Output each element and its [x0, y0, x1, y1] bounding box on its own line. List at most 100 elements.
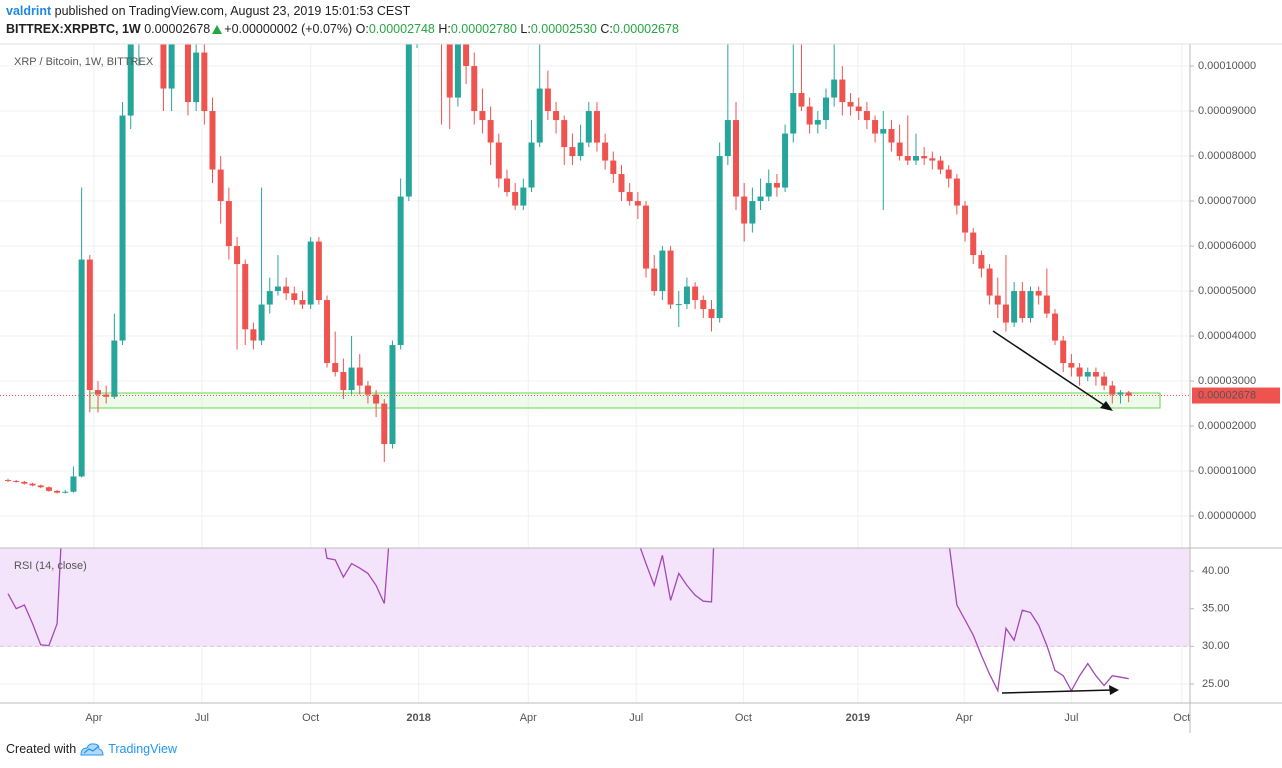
up-triangle [212, 25, 223, 34]
y-tick-label: 0.00010000 [1198, 60, 1256, 72]
candle-body [439, 0, 445, 21]
candle-body [1117, 392, 1124, 395]
candle-body [667, 250, 674, 305]
candle-body [136, 0, 142, 44]
candle-body [700, 300, 707, 310]
candle-body [733, 120, 740, 197]
candle-body [250, 329, 257, 341]
x-tick-label: Oct [735, 712, 752, 724]
candle-body [1101, 376, 1108, 386]
candle-body [896, 142, 903, 157]
candle-body [184, 44, 191, 103]
logo [80, 743, 104, 756]
candle-body [904, 156, 911, 161]
y-tick-label: 0.00004000 [1198, 330, 1256, 342]
candle-body [962, 205, 969, 233]
candle-body [528, 142, 535, 188]
candle-body [70, 476, 77, 492]
candle-body [364, 385, 371, 395]
candle-body [1076, 367, 1083, 377]
candle-body [610, 160, 617, 175]
y-tick-label: 0.00007000 [1198, 195, 1256, 207]
candle-body [454, 44, 461, 98]
candle-body [37, 485, 44, 488]
candle-body [880, 129, 887, 134]
candle-body [13, 480, 20, 482]
candle-body [119, 115, 126, 341]
candle-body [978, 255, 985, 269]
candle-body [258, 304, 265, 341]
candle-body [839, 79, 846, 103]
candle-body [986, 268, 993, 296]
candle-body [62, 491, 69, 493]
candle-body [1060, 340, 1067, 364]
candle-body [103, 394, 110, 397]
x-tick-label: Jul [195, 712, 209, 724]
price-arrow [992, 330, 1108, 408]
candle-body [749, 201, 756, 224]
candle-body [471, 66, 478, 112]
candle-body [168, 44, 175, 89]
candle-body [307, 241, 314, 305]
candle-body [602, 142, 609, 161]
candle-body [970, 232, 977, 256]
change: +0.00000002 (+0.07%) [224, 22, 353, 36]
symbol-line: BITTREX:XRPBTC, 1W 0.00002678 +0.00000002… [6, 22, 679, 36]
candle-body [45, 487, 52, 491]
candle-body [332, 363, 339, 373]
candle-body [1084, 372, 1091, 377]
price-arrowhead [1100, 401, 1113, 411]
candle-body [651, 268, 658, 292]
rsi-arrow [1001, 689, 1113, 694]
candle-body [217, 169, 224, 202]
y-tick-label: 0.00005000 [1198, 285, 1256, 297]
candle-body [585, 111, 592, 143]
candle-body [544, 88, 551, 112]
candle-body [618, 174, 625, 193]
candle-body [1109, 385, 1116, 395]
candle-body [1043, 295, 1050, 314]
y-tick-label: 0.00003000 [1198, 375, 1256, 387]
price-title: XRP / Bitcoin, 1W, BITTREX [14, 56, 154, 68]
y-tick-label: 0.00002000 [1198, 420, 1256, 432]
candle-body [94, 390, 101, 395]
candle-body [855, 106, 862, 112]
author[interactable]: valdrint [6, 4, 52, 18]
candle-body [111, 340, 118, 397]
candle-body [1068, 363, 1075, 368]
rsi-title: RSI (14, close) [14, 560, 87, 572]
candle-body [177, 0, 183, 30]
candle-body [209, 111, 216, 170]
candle-body [127, 44, 134, 116]
y-tick-label: 0.00006000 [1198, 240, 1256, 252]
candle-body [487, 120, 494, 143]
brand[interactable]: TradingView [108, 742, 177, 756]
candle-body [201, 52, 208, 112]
candle-body [593, 111, 600, 143]
last: 0.00002678 [144, 22, 211, 36]
candle-body [716, 156, 723, 319]
x-tick-label: Apr [956, 712, 973, 724]
candle-body [29, 483, 36, 486]
c-label: C: [600, 22, 613, 36]
candle-body [520, 187, 527, 206]
candle-body [78, 259, 85, 477]
candle-body [561, 120, 568, 148]
created: Created with [6, 742, 77, 756]
candle-body [315, 241, 322, 301]
candle-body [863, 111, 870, 121]
candle-body [283, 286, 290, 294]
candle-body [929, 158, 936, 161]
candle-body [831, 79, 838, 98]
candle-body [266, 291, 273, 305]
candle-body [683, 286, 690, 305]
candle-body [356, 367, 363, 386]
candle-body [340, 372, 347, 391]
y-tick-label: 0.00009000 [1198, 105, 1256, 117]
candle-body [1035, 291, 1042, 296]
candle-body [790, 93, 797, 134]
candle-body [806, 106, 813, 125]
candle-body [692, 286, 699, 301]
x-tick-label: Apr [520, 712, 537, 724]
candle-body [397, 196, 404, 346]
